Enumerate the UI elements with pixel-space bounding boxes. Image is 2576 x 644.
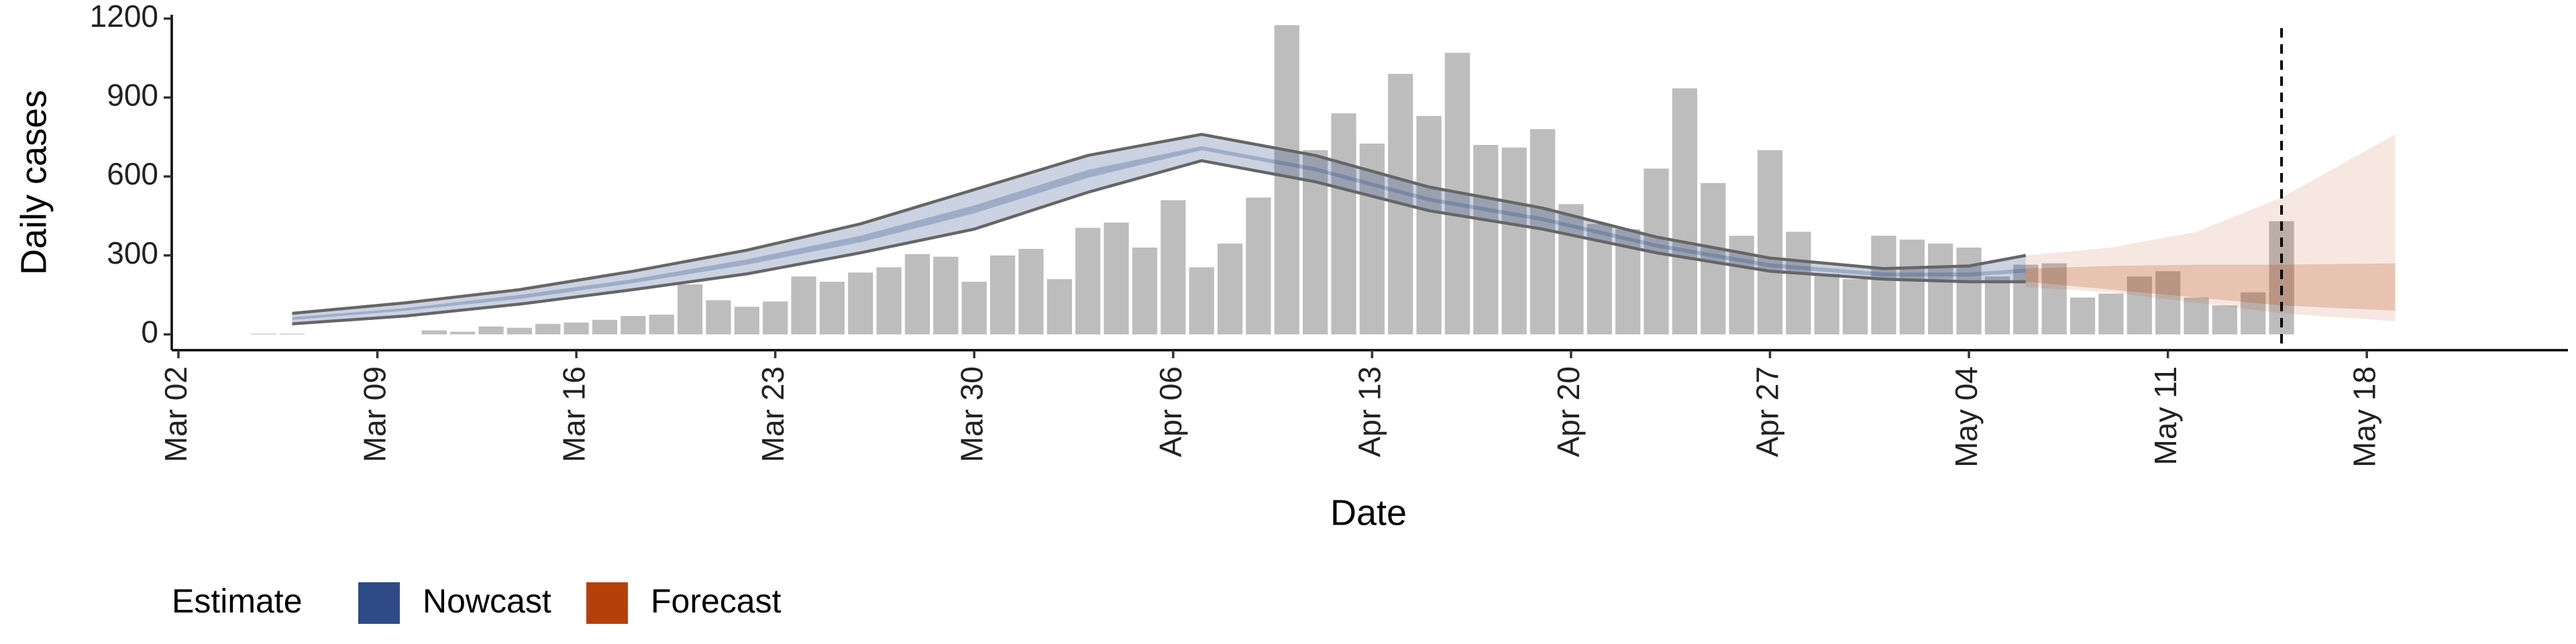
bar	[421, 330, 447, 335]
bar	[1984, 276, 2010, 335]
bar	[2070, 297, 2096, 335]
bar	[2184, 297, 2209, 335]
bar	[1359, 144, 1385, 335]
bar	[989, 255, 1016, 335]
bar	[279, 333, 305, 335]
bar	[2098, 293, 2124, 335]
bar	[1842, 279, 1868, 335]
bar	[1473, 145, 1499, 335]
ribbon-inner	[2025, 263, 2396, 311]
bar	[1701, 182, 1726, 335]
bar	[1928, 244, 1953, 335]
bar	[2155, 271, 2181, 335]
bar	[649, 315, 674, 335]
y-axis-title: Daily cases	[13, 90, 54, 275]
y-tick-label: 1200	[90, 0, 158, 34]
x-tick-label: Mar 16	[556, 366, 591, 462]
bar	[876, 267, 902, 335]
bar	[1104, 222, 1129, 335]
bar	[1416, 115, 1442, 335]
bar	[1189, 267, 1214, 335]
bar	[734, 307, 759, 335]
bar	[506, 327, 533, 335]
bar	[1075, 227, 1101, 335]
bar	[1501, 147, 1527, 335]
bar	[819, 282, 845, 335]
bar	[961, 282, 987, 335]
bar	[1672, 88, 1698, 335]
bar	[1956, 248, 1982, 335]
x-tick-label: Mar 09	[358, 366, 392, 462]
bar	[1558, 204, 1584, 335]
legend-swatch	[586, 582, 628, 624]
bar	[478, 326, 504, 335]
bar	[1161, 200, 1186, 335]
bar	[904, 254, 930, 335]
bar	[848, 272, 873, 335]
y-tick-label: 900	[107, 78, 158, 113]
x-tick-label: May 04	[1949, 366, 1984, 468]
bar	[2241, 292, 2266, 335]
y-tick-label: 0	[141, 315, 158, 350]
bar	[1217, 244, 1243, 335]
y-tick-label: 300	[107, 235, 158, 270]
bar	[791, 276, 816, 335]
x-tick-label: Mar 02	[158, 366, 193, 462]
legend-label: Nowcast	[423, 582, 551, 620]
bar	[2041, 263, 2067, 335]
bar	[1132, 248, 1158, 335]
x-tick-label: Mar 23	[755, 366, 790, 462]
bound-line	[292, 133, 2027, 315]
x-tick-label: May 18	[2347, 366, 2381, 468]
bar	[1899, 239, 1925, 335]
x-tick-label: Apr 27	[1750, 366, 1785, 458]
bar	[1018, 248, 1044, 335]
bar	[564, 322, 589, 335]
bar	[1871, 235, 1896, 335]
x-tick-label: Apr 20	[1551, 366, 1586, 458]
bar	[1046, 279, 1072, 335]
bar	[1274, 25, 1299, 335]
bar	[1331, 113, 1356, 335]
bar	[592, 319, 618, 335]
bar	[1814, 274, 1839, 335]
x-tick-label: May 11	[2148, 366, 2183, 465]
bound-line	[292, 159, 2026, 326]
bar	[2013, 264, 2039, 335]
ribbon-outer	[2025, 134, 2396, 321]
legend-title: Estimate	[172, 582, 303, 620]
y-tick-label: 600	[107, 156, 158, 191]
bar	[251, 333, 276, 335]
bar	[933, 256, 959, 335]
bar	[621, 316, 646, 335]
bar	[2212, 305, 2237, 335]
x-tick-label: Apr 13	[1352, 366, 1387, 458]
bar	[1786, 231, 1811, 335]
bar	[450, 331, 476, 335]
bar	[706, 300, 731, 335]
bar	[677, 284, 703, 335]
x-tick-label: Apr 06	[1153, 366, 1188, 458]
x-tick-label: Mar 30	[954, 366, 989, 462]
bar	[1757, 150, 1783, 335]
legend-label: Forecast	[651, 582, 782, 620]
ribbon-inner	[292, 146, 2026, 320]
bar	[2127, 276, 2152, 335]
bar	[1246, 197, 1271, 335]
bar	[535, 323, 561, 335]
bar	[763, 301, 788, 335]
x-axis-title: Date	[1330, 492, 1407, 533]
legend-swatch	[358, 582, 400, 624]
